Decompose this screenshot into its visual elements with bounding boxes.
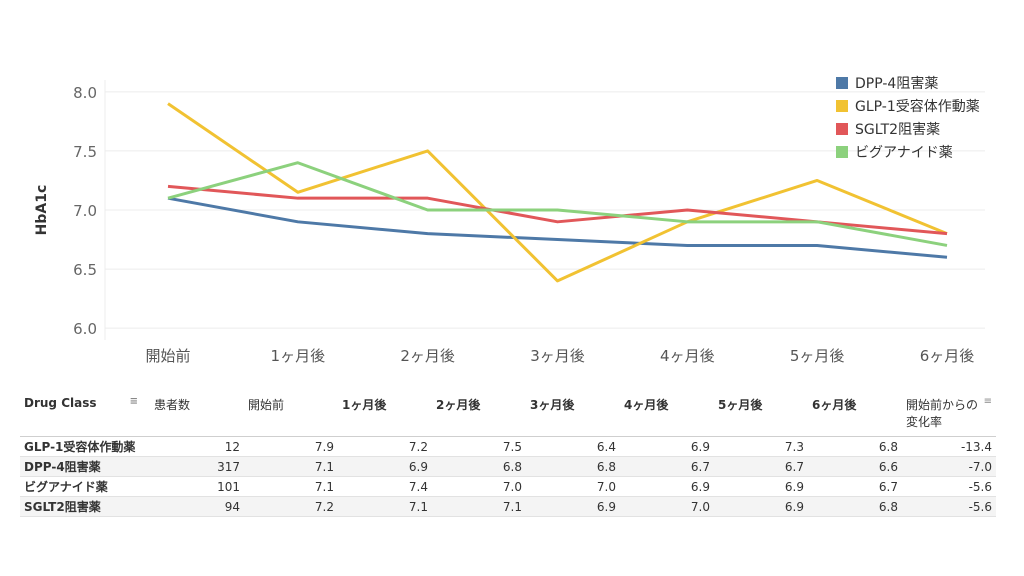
value-cell: -5.6 bbox=[968, 479, 992, 494]
data-table: Drug Class ≡ 患者数 開始前 1ヶ月後 2ヶ月後 3ヶ月後 4ヶ月後 … bbox=[20, 396, 996, 517]
x-tick-label: 1ヶ月後 bbox=[271, 347, 326, 365]
value-cell: 6.7 bbox=[620, 456, 714, 477]
sort-icon[interactable]: ≡ bbox=[983, 396, 992, 407]
sort-icon[interactable]: ≡ bbox=[129, 396, 138, 407]
header-month3[interactable]: 3ヶ月後 bbox=[530, 398, 575, 412]
value-cell: 6.9 bbox=[784, 479, 804, 494]
y-tick-label: 7.0 bbox=[73, 202, 97, 220]
value-cell: -5.6 bbox=[902, 496, 996, 517]
table-row[interactable]: SGLT2阻害薬 94 7.2 7.1 7.1 6.9 7.0 6.9 6.8 -5.6 bbox=[20, 496, 996, 517]
value-cell: 6.4 bbox=[596, 439, 616, 454]
header-drug-class[interactable]: Drug Class ≡ bbox=[24, 396, 138, 410]
table-row[interactable]: ビグアナイド薬 101 7.1 7.4 7.0 7.0 6.9 6.9 6.7 -5.6 bbox=[20, 477, 996, 497]
legend-swatch bbox=[836, 146, 848, 158]
legend-swatch bbox=[836, 123, 848, 135]
value-cell: 101 bbox=[217, 479, 240, 494]
drug-class-cell: DPP-4阻害薬 bbox=[20, 456, 150, 477]
y-axis-ticks: 8.0 7.5 7.0 6.5 6.0 bbox=[73, 84, 97, 338]
header-patients[interactable]: 患者数 bbox=[154, 398, 191, 412]
header-month6[interactable]: 6ヶ月後 bbox=[812, 398, 857, 412]
value-cell: 6.8 bbox=[526, 456, 620, 477]
value-cell: 7.1 bbox=[314, 479, 334, 494]
x-tick-label: 3ヶ月後 bbox=[530, 347, 585, 365]
value-cell: 6.7 bbox=[878, 479, 898, 494]
x-axis-ticks: 開始前 1ヶ月後 2ヶ月後 3ヶ月後 4ヶ月後 5ヶ月後 6ヶ月後 bbox=[145, 347, 974, 365]
series-line-1[interactable] bbox=[167, 102, 948, 283]
value-cell: 6.8 bbox=[878, 439, 898, 454]
data-table-container: Drug Class ≡ 患者数 開始前 1ヶ月後 2ヶ月後 3ヶ月後 4ヶ月後 … bbox=[20, 396, 996, 517]
value-cell: 6.8 bbox=[432, 456, 526, 477]
value-cell: 7.0 bbox=[620, 496, 714, 517]
value-cell: 12 bbox=[224, 439, 240, 454]
line-chart: 8.0 7.5 7.0 6.5 6.0 開始前 1ヶ月後 2ヶ月後 3ヶ月後 4ヶ月後 5ヶ月後 6… bbox=[34, 76, 985, 365]
header-month2[interactable]: 2ヶ月後 bbox=[436, 398, 481, 412]
y-axis-label: HbA1c bbox=[34, 185, 50, 236]
value-cell: 7.5 bbox=[502, 439, 522, 454]
value-cell: 6.8 bbox=[808, 496, 902, 517]
value-cell: 7.1 bbox=[244, 456, 338, 477]
value-cell: 7.3 bbox=[784, 439, 804, 454]
value-cell: 317 bbox=[150, 456, 244, 477]
value-cell: 7.1 bbox=[338, 496, 432, 517]
x-tick-label: 5ヶ月後 bbox=[790, 347, 845, 365]
series-line-0[interactable] bbox=[167, 196, 948, 259]
legend-item-label[interactable]: SGLT2阻害薬 bbox=[855, 122, 940, 138]
value-cell: 7.9 bbox=[314, 439, 334, 454]
y-tick-label: 7.5 bbox=[73, 143, 97, 161]
value-cell: 94 bbox=[150, 496, 244, 517]
y-tick-label: 8.0 bbox=[73, 84, 97, 102]
value-cell: 7.4 bbox=[408, 479, 428, 494]
value-cell: -7.0 bbox=[902, 456, 996, 477]
value-cell: 7.2 bbox=[244, 496, 338, 517]
header-month1[interactable]: 1ヶ月後 bbox=[342, 398, 387, 412]
legend-item-label[interactable]: ビグアナイド薬 bbox=[855, 145, 953, 161]
value-cell: -13.4 bbox=[960, 439, 992, 454]
x-tick-label: 開始前 bbox=[145, 347, 190, 365]
table-row[interactable]: GLP-1受容体作動薬 12 7.9 7.2 7.5 6.4 6.9 7.3 6.8 -13.4 bbox=[20, 436, 996, 457]
value-cell: 7.2 bbox=[408, 439, 428, 454]
value-cell: 7.0 bbox=[596, 479, 616, 494]
value-cell: 6.9 bbox=[690, 439, 710, 454]
value-cell: 7.0 bbox=[502, 479, 522, 494]
y-tick-label: 6.0 bbox=[73, 320, 97, 338]
series-line-3[interactable] bbox=[167, 161, 948, 247]
table-header-row: Drug Class ≡ 患者数 開始前 1ヶ月後 2ヶ月後 3ヶ月後 4ヶ月後 … bbox=[20, 396, 996, 437]
drug-class-cell: GLP-1受容体作動薬 bbox=[24, 440, 136, 454]
legend-item-label[interactable]: GLP-1受容体作動薬 bbox=[855, 98, 980, 115]
value-cell: 6.9 bbox=[526, 496, 620, 517]
drug-class-cell: ビグアナイド薬 bbox=[24, 480, 108, 494]
x-tick-label: 2ヶ月後 bbox=[400, 347, 455, 365]
header-baseline[interactable]: 開始前 bbox=[248, 398, 285, 412]
value-cell: 7.1 bbox=[432, 496, 526, 517]
legend-swatch bbox=[836, 100, 848, 112]
legend-swatch bbox=[836, 77, 848, 89]
table-row[interactable]: DPP-4阻害薬 317 7.1 6.9 6.8 6.8 6.7 6.7 6.6 -7.0 bbox=[20, 456, 996, 477]
value-cell: 6.6 bbox=[808, 456, 902, 477]
x-tick-label: 4ヶ月後 bbox=[660, 347, 715, 365]
value-cell: 6.9 bbox=[338, 456, 432, 477]
x-tick-label: 6ヶ月後 bbox=[920, 347, 975, 365]
header-month4[interactable]: 4ヶ月後 bbox=[624, 398, 669, 412]
header-month5[interactable]: 5ヶ月後 bbox=[718, 398, 763, 412]
legend-item-label[interactable]: DPP-4阻害薬 bbox=[855, 76, 938, 92]
drug-class-cell: SGLT2阻害薬 bbox=[20, 496, 150, 517]
y-tick-label: 6.5 bbox=[73, 261, 97, 279]
series-lines bbox=[167, 102, 948, 283]
value-cell: 6.7 bbox=[714, 456, 808, 477]
value-cell: 6.9 bbox=[690, 479, 710, 494]
value-cell: 6.9 bbox=[714, 496, 808, 517]
header-change-rate[interactable]: ≡ 開始前からの変化率 bbox=[906, 396, 992, 429]
